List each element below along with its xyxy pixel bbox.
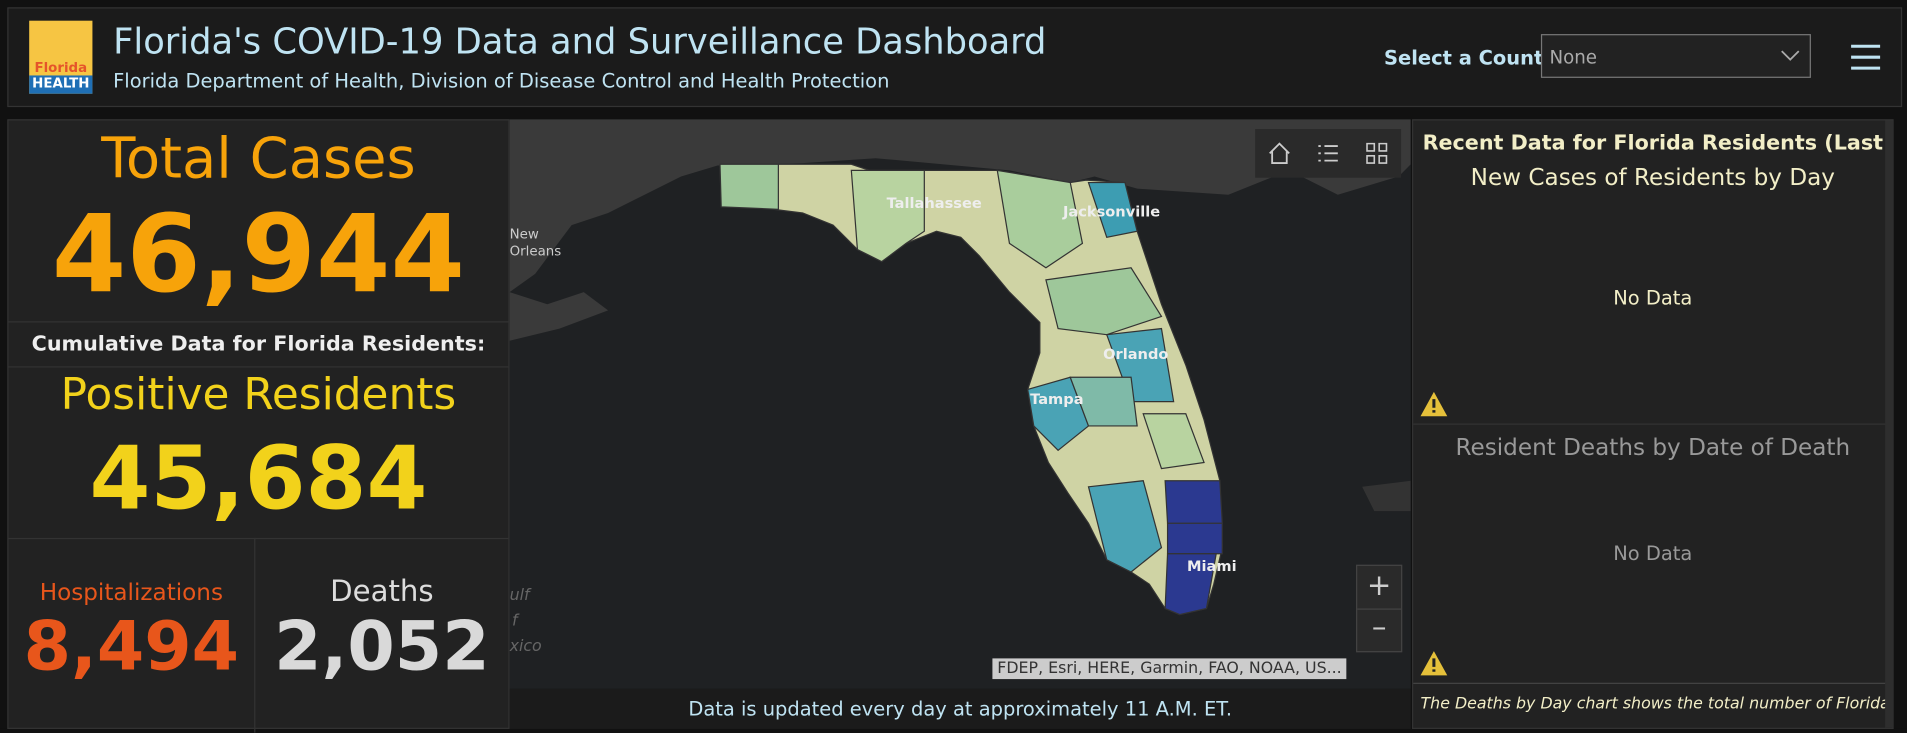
- city-label: Orlando: [1103, 345, 1169, 363]
- gulf-label: xico: [509, 637, 542, 656]
- attribution: FDEP, Esri, HERE, Garmin, FAO, NOAA, US.…: [992, 658, 1347, 680]
- dropdown-arrow: [1781, 50, 1800, 61]
- county-value: None: [1549, 46, 1598, 69]
- divider: [8, 366, 509, 368]
- county-select[interactable]: None: [1540, 34, 1811, 78]
- positive-value: 45,684: [89, 427, 428, 530]
- total-cases-label: Total Cases: [101, 125, 416, 192]
- map-footer: Data is updated every day at approximate…: [509, 688, 1411, 729]
- hospitalizations-label: Hospitalizations: [39, 579, 224, 607]
- map-toolbar: [1255, 129, 1402, 178]
- basemap-button[interactable]: [1365, 141, 1389, 165]
- no-data: No Data: [1613, 541, 1693, 565]
- logo-top: Florida: [34, 59, 88, 76]
- map[interactable]: Tallahassee Jacksonville New Orleans Orl…: [509, 119, 1411, 689]
- city-label: Miami: [1187, 557, 1237, 575]
- subtitle: Florida Department of Health, Division o…: [113, 69, 890, 93]
- total-cases-value: 46,944: [51, 191, 465, 317]
- zoom-in[interactable]: +: [1366, 568, 1392, 603]
- recent-panel: Recent Data for Florida Residents (Last …: [1412, 119, 1894, 729]
- county-label: Select a County: [1384, 46, 1556, 70]
- deaths-label: Deaths: [330, 574, 434, 609]
- map-graphic: [509, 119, 1411, 616]
- positive-label: Positive Residents: [60, 369, 457, 420]
- summary-panel: Total Cases 46,944 Cumulative Data for F…: [7, 119, 510, 733]
- divider: [1413, 423, 1893, 425]
- gulf-label: f: [512, 612, 518, 631]
- warning-icon: [1420, 651, 1448, 676]
- recent-heading: Recent Data for Florida Residents (Last: [1422, 131, 1884, 156]
- divider: [8, 537, 509, 540]
- menu-button[interactable]: [1851, 44, 1881, 71]
- city-label: Jacksonville: [1062, 203, 1161, 221]
- chart-title: Resident Deaths by Date of Death: [1455, 434, 1851, 462]
- city-label: Tampa: [1030, 390, 1084, 408]
- basemap: [509, 119, 1411, 616]
- cumulative-heading: Cumulative Data for Florida Residents:: [31, 332, 486, 357]
- zoom-out[interactable]: –: [1371, 609, 1387, 644]
- chart-note: The Deaths by Day chart shows the total …: [1420, 694, 1890, 714]
- warning-icon: [1420, 391, 1448, 417]
- home-button[interactable]: [1267, 141, 1291, 165]
- city-label: Tallahassee: [886, 194, 982, 212]
- title: Florida's COVID-19 Data and Surveillance…: [113, 20, 1047, 63]
- logo: Florida HEALTH: [29, 20, 93, 94]
- scrollbar[interactable]: [1885, 120, 1894, 728]
- update-note: Data is updated every day at approximate…: [688, 697, 1233, 721]
- logo-bottom: HEALTH: [29, 75, 93, 94]
- chart-title: New Cases of Residents by Day: [1470, 164, 1835, 192]
- legend-button[interactable]: [1316, 141, 1340, 165]
- divider: [1357, 608, 1402, 610]
- no-data: No Data: [1613, 285, 1693, 310]
- gulf-label: ulf: [509, 586, 530, 605]
- zoom-control: + –: [1356, 564, 1403, 653]
- header: Florida HEALTH Florida's COVID-19 Data a…: [7, 7, 1903, 108]
- city-label: New Orleans: [509, 226, 562, 260]
- hospitalizations-value: 8,494: [23, 607, 240, 687]
- deaths-value: 2,052: [274, 607, 490, 687]
- divider: [1413, 682, 1893, 684]
- divider: [8, 321, 509, 323]
- divider: [254, 537, 256, 733]
